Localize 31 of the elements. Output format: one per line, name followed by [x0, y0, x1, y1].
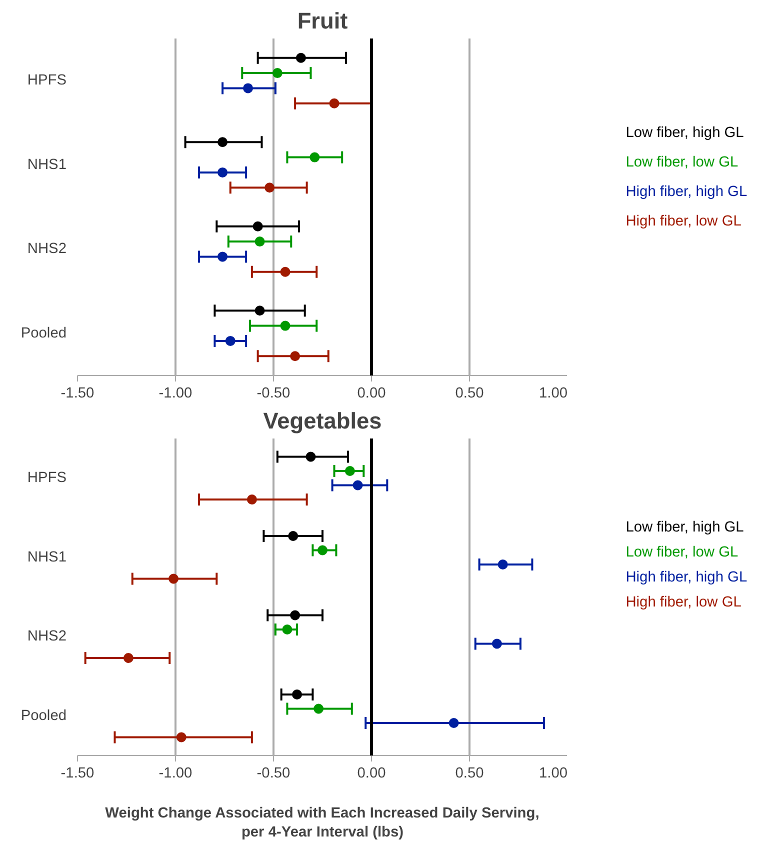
x-tick-label: -1.50	[60, 386, 94, 402]
x-tick-label: 0.00	[357, 386, 386, 402]
y-tick-label: HPFS	[27, 72, 67, 89]
x-tick-label: -0.50	[256, 766, 290, 782]
text: Low fiber, low GL	[626, 154, 738, 170]
x-tick-label: 0.50	[455, 386, 484, 402]
chart-title: Fruit	[297, 8, 348, 34]
text: Low fiber, high GL	[626, 519, 744, 536]
x-tick-label: 0.00	[357, 766, 386, 782]
text: Low fiber, high GL	[626, 124, 744, 141]
x-tick-label: 1.00	[538, 766, 568, 782]
x-tick-label: -1.50	[60, 766, 94, 782]
text: High fiber, low GL	[626, 213, 742, 230]
y-tick-label: Pooled	[20, 325, 67, 342]
x-tick-label: -1.00	[158, 386, 192, 402]
x-tick-label: -0.50	[256, 386, 290, 402]
x-axis-title: Weight Change Associated with Each Increased Daily Serving, per 4-Year Interval (lbs)	[105, 806, 540, 841]
y-tick-label: Pooled	[20, 708, 67, 724]
y-tick-label: NHS2	[27, 241, 67, 258]
x-tick-label: 0.50	[455, 766, 484, 782]
y-tick-label: NHS1	[27, 549, 67, 566]
text: Low fiber, low GL	[626, 544, 738, 560]
y-tick-label: NHS1	[27, 156, 67, 173]
y-tick-label: HPFS	[27, 470, 67, 486]
text: High fiber, low GL	[626, 594, 742, 610]
y-tick-label: NHS2	[27, 628, 67, 645]
text: High fiber, high GL	[626, 569, 748, 586]
x-tick-label: 1.00	[538, 386, 568, 402]
x-tick-label: -1.00	[158, 766, 192, 782]
text: High fiber, high GL	[626, 184, 748, 200]
chart-title: Vegetables	[263, 408, 382, 434]
